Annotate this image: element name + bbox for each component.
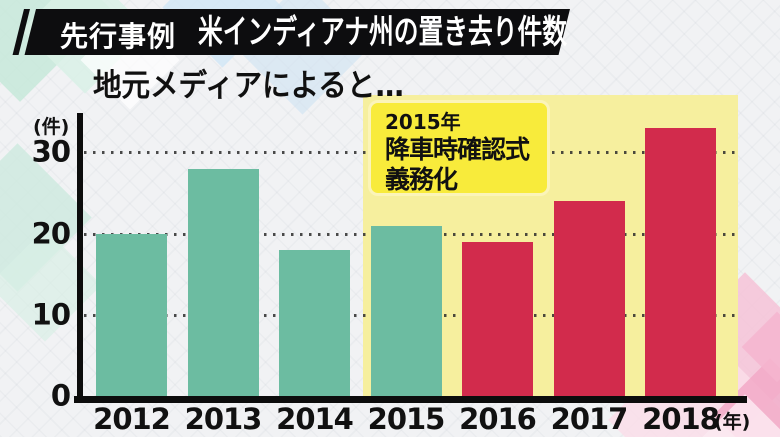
bar-2018 (645, 128, 716, 398)
bar-2016 (462, 241, 533, 398)
y-axis-unit: (件) (33, 116, 70, 138)
bar-2017 (553, 201, 625, 398)
y-tick-label-30: 30 (31, 134, 71, 169)
bar-2015 (370, 225, 442, 398)
bar-2012 (96, 233, 167, 398)
law-annotation-box: 2015年 降車時確認式 義務化 (368, 100, 550, 196)
x-tick-label-2016: 2016 (459, 402, 537, 436)
annotation-line-year: 2015年 (385, 110, 461, 134)
header-badge-label: 先行事例 (59, 20, 176, 53)
header-badge: 先行事例 (48, 17, 188, 53)
x-tick-label-2018: 2018 (642, 402, 720, 436)
x-tick-label-2015: 2015 (367, 402, 446, 436)
x-tick-label-2012: 2012 (93, 402, 171, 436)
x-tick-label-2013: 2013 (184, 402, 263, 436)
chart-subtitle: 地元メディアによると… (93, 68, 404, 104)
annotation-line-law: 降車時確認式 (385, 135, 530, 164)
y-tick-label-20: 20 (31, 215, 71, 250)
y-tick-label-10: 10 (31, 297, 71, 332)
y-tick-label-0: 0 (50, 378, 71, 413)
page-title: 米インディアナ州の置き去り件数 (198, 12, 568, 51)
x-axis-line (74, 396, 747, 403)
x-axis-unit: (年) (714, 411, 751, 433)
bar-2013 (187, 168, 259, 398)
x-tick-label-2014: 2014 (276, 402, 354, 436)
y-axis-line (77, 113, 83, 403)
annotation-line-mandate: 義務化 (385, 165, 458, 194)
bar-2014 (279, 249, 350, 398)
x-tick-label-2017: 2017 (550, 402, 629, 436)
